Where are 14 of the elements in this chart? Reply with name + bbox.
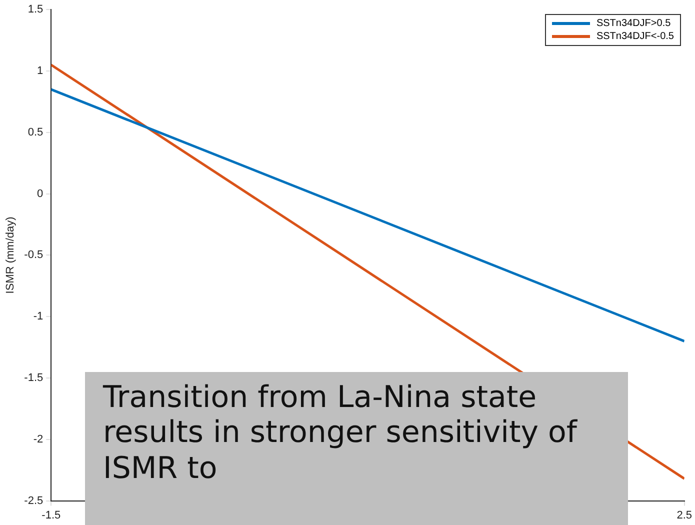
- y-tick-label: -1: [33, 310, 44, 323]
- y-tick-label: 1: [37, 65, 44, 78]
- y-tick-label: -2: [33, 433, 44, 446]
- x-tick-label: 2.5: [676, 509, 692, 522]
- y-tick-label: 0.5: [28, 126, 44, 138]
- y-tick-label: -2.5: [24, 494, 44, 507]
- y-tick-label: -0.5: [24, 249, 44, 262]
- legend-label: SSTn34DJF>0.5: [596, 17, 671, 30]
- annotation: Transition from La-Nina state results in stronger sensitivity of ISMR to: [85, 372, 628, 525]
- y-tick-label: -1.5: [24, 372, 44, 384]
- y-axis-title: ISMR (mm/day): [4, 216, 17, 294]
- legend-label: SSTn34DJF<-0.5: [596, 30, 674, 43]
- y-tick-label: 1.5: [28, 4, 44, 16]
- y-tick-label: 0: [37, 188, 44, 200]
